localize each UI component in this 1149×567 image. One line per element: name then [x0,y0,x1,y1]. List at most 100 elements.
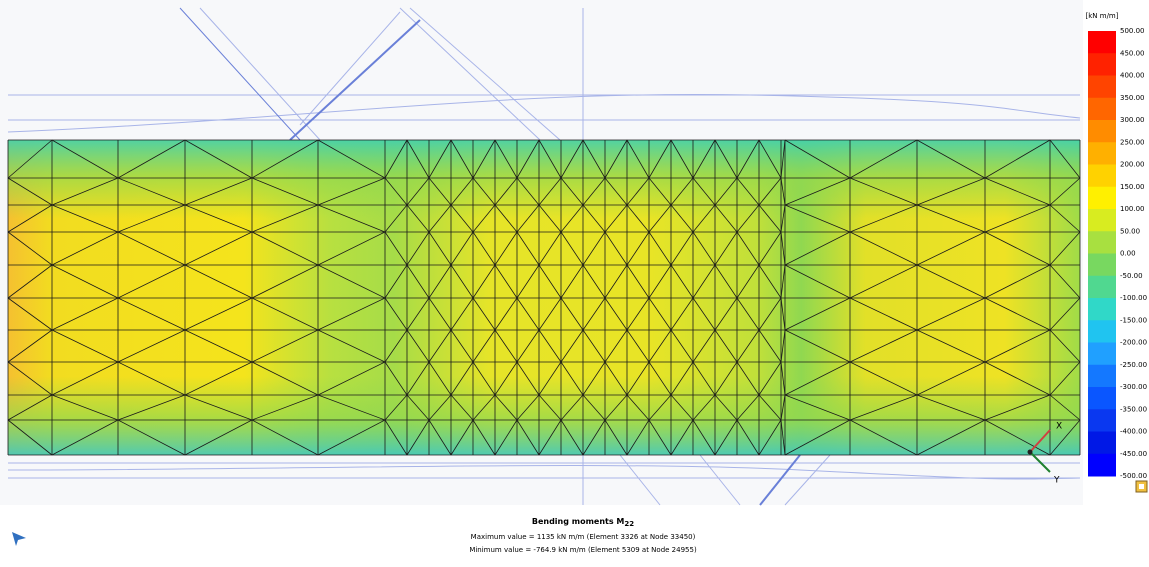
mesh-line [428,329,452,363]
mesh-line [251,204,319,233]
mesh-line [784,204,851,233]
mesh-line [428,394,452,421]
mesh-line [450,297,474,331]
legend-label: 50.00 [1120,227,1140,235]
mesh-line [758,204,782,233]
legend-label: 350.00 [1120,94,1145,102]
mesh-line [670,394,694,421]
caption-max: Maximum value = 1135 kN m/m (Element 332… [471,533,696,541]
mesh-line [184,204,253,233]
legend-label: 100.00 [1120,205,1145,213]
mesh-line [916,329,986,363]
mesh-line [849,204,918,233]
mesh-line [1049,329,1081,363]
legend-label: 0.00 [1120,250,1136,258]
mesh-line [317,177,386,206]
legend-swatch [1088,275,1116,299]
mesh-line [784,329,851,363]
mesh-line [582,231,606,266]
legend-label: 450.00 [1120,49,1145,57]
mesh-line [692,204,716,233]
mesh-line [692,264,716,299]
mesh-line [849,139,918,179]
mesh-line [560,139,584,179]
mesh-line [604,361,628,396]
mesh-line [714,177,738,206]
mesh-line [670,177,694,206]
mesh-line [51,394,119,421]
mesh-line [984,394,1051,421]
mesh-line [736,394,760,421]
mesh-line [516,204,540,233]
mesh-line [560,231,584,266]
mesh-line [494,204,518,233]
mesh-line [51,419,119,456]
mesh-line [1049,361,1081,396]
mesh-line [916,177,986,206]
mesh-line [117,329,186,363]
mesh-line [849,394,918,421]
mesh-line [626,231,650,266]
legend-swatch [1088,120,1116,143]
mesh-line [626,139,650,179]
mesh-line [736,139,760,179]
mesh-line [1049,419,1081,456]
mesh-line [604,264,628,299]
mesh-line [736,419,760,456]
mesh-line [714,394,738,421]
mesh-line [560,361,584,396]
mesh-line [648,419,672,456]
mesh-line [117,231,186,266]
mesh-line [184,297,253,331]
mesh-line [317,204,386,233]
legend-swatch [1088,31,1116,54]
axis-x-label: X [1056,422,1062,432]
mesh-line [384,361,408,396]
mesh-line [450,231,474,266]
mesh-line [984,139,1051,179]
mesh-line [472,419,496,456]
mesh-line [251,297,319,331]
mesh-line [516,361,540,396]
mesh-line [472,204,496,233]
legend-swatch [1088,342,1116,366]
mesh-line [251,394,319,421]
mesh-line [626,329,650,363]
mesh-line [406,264,430,299]
mesh-line [406,139,430,179]
mesh-line [251,139,319,179]
mesh-line [1049,204,1081,233]
mesh-line [428,297,452,331]
mesh-line [736,177,760,206]
mesh-line [450,419,474,456]
mesh-line [984,177,1051,206]
mesh-line [670,329,694,363]
mesh-line [516,329,540,363]
mesh-line [428,204,452,233]
mesh-line [984,419,1051,456]
mesh-line [648,329,672,363]
mesh-line [494,139,518,179]
mesh-line [184,419,253,456]
legend-label: 150.00 [1120,183,1145,191]
mesh-line [472,139,496,179]
mesh-line [7,419,53,456]
legend-label: -350.00 [1120,405,1147,413]
mesh-line [117,139,186,179]
mesh-line [626,419,650,456]
background-lines [7,7,1081,506]
mesh-line [7,204,53,233]
mesh-line [251,329,319,363]
mesh-line [916,361,986,396]
mesh-line [582,329,606,363]
mesh [7,139,1081,456]
mesh-line [516,394,540,421]
mesh-line [784,264,851,299]
legend-label: -400.00 [1120,428,1147,436]
mesh-line [692,329,716,363]
mesh-line [582,361,606,396]
mesh-line [849,264,918,299]
mesh-line [916,139,986,179]
mesh-line [916,419,986,456]
